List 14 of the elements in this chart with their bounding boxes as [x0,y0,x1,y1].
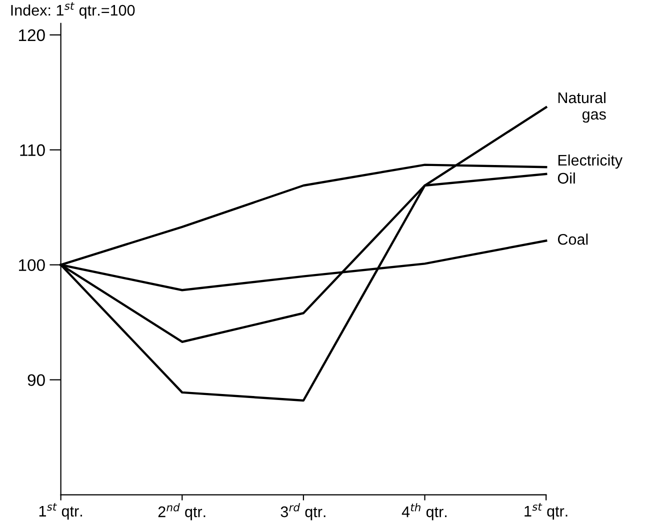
x-tick-label: 4$^{th}$ qtr. [402,503,447,520]
x-tick-label: 1$^{st}$ qtr. [524,503,568,520]
y-tick-label: 90 [28,374,45,386]
x-tick-label: 2$^{nd}$ qtr. [158,503,206,520]
series-label: Oil [558,172,575,184]
y-tick-label: 120 [19,29,45,42]
series-label: Electricity [558,154,623,169]
y-tick-label: 100 [19,259,45,272]
x-tick-label: 3$^{rd}$ qtr. [280,503,326,520]
series-label: Coal [558,234,588,245]
x-tick-label: 1$^{st}$ qtr. [39,503,82,520]
y-tick-label: 110 [20,144,45,156]
series-label: Natural gas [558,92,606,123]
y-axis-title: Index: 1$^{st}$ qtr.=100 [11,2,135,19]
